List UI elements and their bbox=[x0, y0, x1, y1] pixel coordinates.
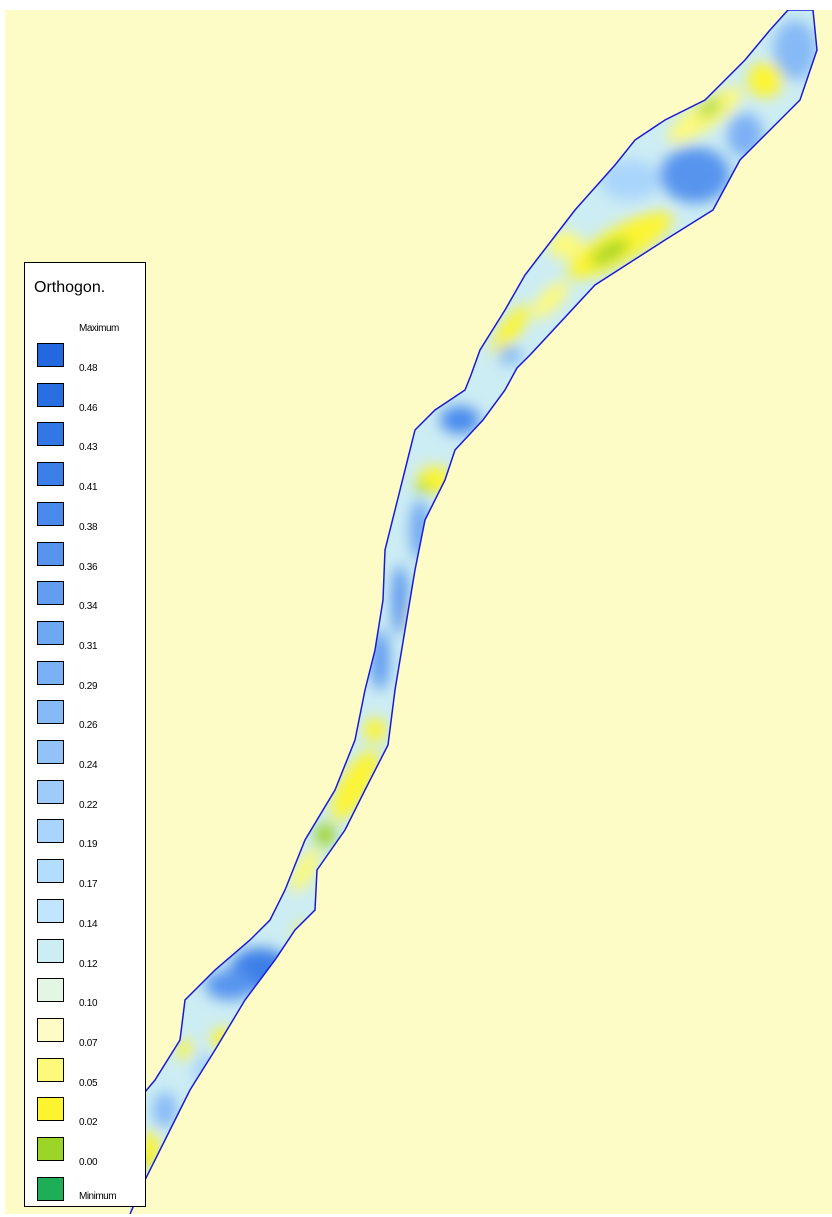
legend-value-label: 0.07 bbox=[79, 1037, 98, 1049]
legend-swatch bbox=[37, 1097, 64, 1122]
legend-item: 0.24 bbox=[37, 740, 142, 780]
legend-swatch bbox=[37, 819, 64, 844]
legend-swatch bbox=[37, 1017, 64, 1042]
legend-item: 0.34 bbox=[37, 581, 142, 621]
legend-value-label: 0.26 bbox=[79, 720, 98, 732]
river-boundary bbox=[129, 10, 818, 1214]
legend-item: 0.07 bbox=[37, 1017, 142, 1058]
legend-value-label: 0.43 bbox=[79, 442, 98, 454]
legend-item: 0.02 bbox=[37, 1097, 142, 1137]
legend-item: 0.00 bbox=[37, 1137, 142, 1177]
legend-value-label: 0.05 bbox=[79, 1077, 98, 1089]
river-map bbox=[129, 10, 818, 1214]
legend-item: 0.10 bbox=[37, 978, 142, 1018]
legend-item bbox=[37, 1176, 142, 1217]
legend-swatch bbox=[37, 620, 64, 645]
legend-value-label: 0.29 bbox=[79, 680, 98, 692]
legend-item: 0.19 bbox=[37, 819, 142, 859]
legend-value-label: 0.34 bbox=[79, 601, 98, 613]
legend-item: 0.43 bbox=[37, 422, 142, 462]
legend-swatch bbox=[37, 978, 64, 1003]
legend-swatch bbox=[37, 581, 64, 606]
legend-value-label: 0.17 bbox=[79, 879, 98, 891]
legend-swatch bbox=[37, 501, 64, 526]
legend-value-label: 0.41 bbox=[79, 482, 98, 494]
legend-swatch bbox=[37, 1176, 64, 1201]
legend-value-label: 0.10 bbox=[79, 998, 98, 1010]
legend: Orthogon. Maximum 0.48 0.46 0.43 0.41 0.38 0.… bbox=[24, 262, 146, 1207]
legend-item: 0.26 bbox=[37, 700, 142, 740]
legend-item: 0.41 bbox=[37, 462, 142, 502]
legend-minimum-label: Minimum bbox=[79, 1191, 117, 1202]
legend-value-label: 0.38 bbox=[79, 521, 98, 533]
legend-maximum-label: Maximum bbox=[79, 323, 119, 334]
legend-value-label: 0.36 bbox=[79, 561, 98, 573]
legend-swatch bbox=[37, 660, 64, 685]
legend-value-label: 0.31 bbox=[79, 640, 98, 652]
legend-value-label: 0.22 bbox=[79, 799, 98, 811]
legend-swatch bbox=[37, 898, 64, 923]
legend-item: 0.31 bbox=[37, 620, 142, 661]
legend-swatch bbox=[37, 343, 64, 367]
legend-value-label: 0.24 bbox=[79, 760, 98, 771]
legend-value-label: 0.00 bbox=[79, 1157, 98, 1168]
legend-item: 0.17 bbox=[37, 859, 142, 899]
legend-swatch bbox=[37, 382, 64, 407]
legend-swatch bbox=[37, 859, 64, 884]
legend-value-label: 0.19 bbox=[79, 839, 98, 851]
legend-swatch bbox=[37, 779, 64, 804]
legend-swatch bbox=[37, 1137, 64, 1161]
legend-item: 0.36 bbox=[37, 541, 142, 582]
legend-swatch bbox=[37, 422, 64, 447]
legend-value-label: 0.12 bbox=[79, 958, 98, 970]
legend-swatch bbox=[37, 1057, 64, 1082]
legend-item: 0.14 bbox=[37, 898, 142, 939]
legend-item: 0.48 bbox=[37, 343, 142, 383]
legend-item: 0.05 bbox=[37, 1057, 142, 1098]
legend-value-label: 0.02 bbox=[79, 1117, 98, 1129]
legend-item: 0.12 bbox=[37, 938, 142, 979]
legend-swatch bbox=[37, 938, 64, 963]
legend-swatch bbox=[37, 700, 64, 725]
legend-title: Orthogon. bbox=[34, 279, 106, 296]
legend-swatch bbox=[37, 462, 64, 487]
legend-item: 0.22 bbox=[37, 779, 142, 820]
legend-item: 0.46 bbox=[37, 382, 142, 423]
legend-item: 0.29 bbox=[37, 660, 142, 701]
legend-swatch bbox=[37, 541, 64, 566]
legend-swatch bbox=[37, 740, 64, 764]
legend-item: 0.38 bbox=[37, 501, 142, 542]
legend-value-label: 0.48 bbox=[79, 363, 98, 374]
legend-value-label: 0.46 bbox=[79, 402, 98, 414]
legend-value-label: 0.14 bbox=[79, 918, 98, 930]
